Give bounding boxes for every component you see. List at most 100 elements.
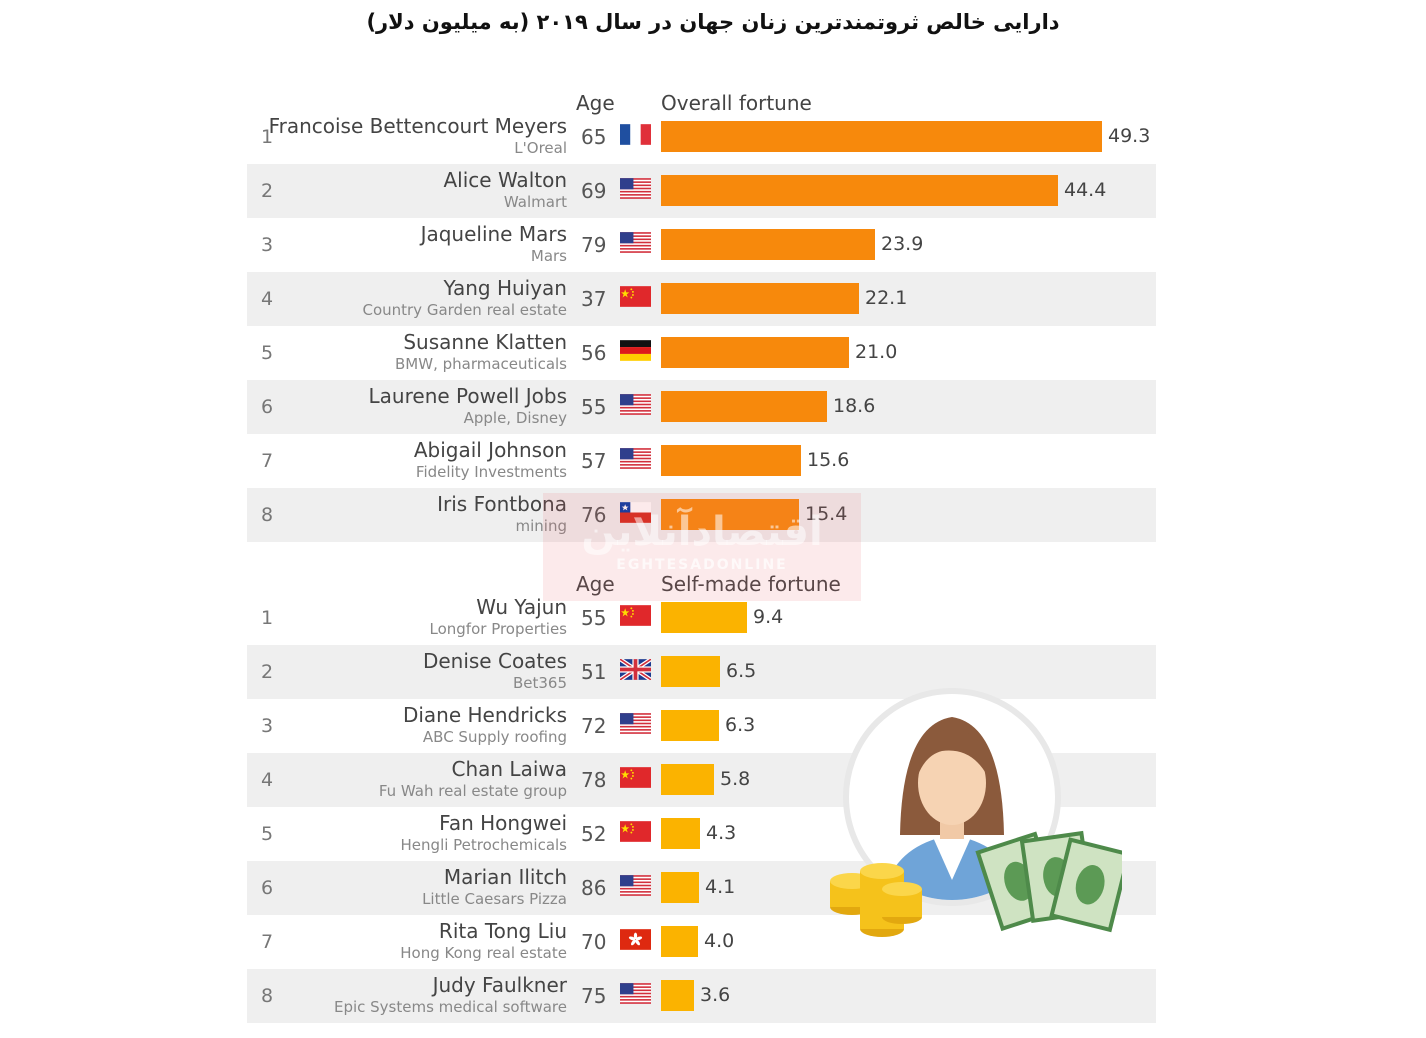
usa-flag-icon — [620, 232, 651, 253]
overall-fortune-header: Overall fortune — [661, 91, 812, 115]
person-name: Abigail Johnson — [413, 438, 567, 462]
usa-flag-icon — [620, 983, 651, 1004]
bar — [661, 499, 799, 530]
rank-label: 5 — [261, 823, 274, 845]
company-name: Fidelity Investments — [415, 463, 567, 481]
company-name: Walmart — [503, 193, 567, 211]
watermark-subtext: EGHTESADONLINE — [616, 557, 788, 573]
company-name: ABC Supply roofing — [422, 728, 567, 746]
rank-label: 2 — [261, 180, 274, 202]
watermark-text: اقتصادآنلاین — [581, 509, 823, 555]
bar — [661, 121, 1102, 152]
data-label: 9.4 — [753, 606, 784, 628]
bar — [661, 926, 698, 957]
person-name: Judy Faulkner — [432, 973, 567, 997]
company-name: Epic Systems medical software — [333, 998, 567, 1016]
company-name: Mars — [530, 247, 567, 265]
person-name: Susanne Klatten — [403, 330, 567, 354]
company-name: Little Caesars Pizza — [422, 890, 567, 908]
person-name: Diane Hendricks — [402, 703, 567, 727]
table-row: 7 Abigail Johnson Fidelity Investments 57 15… — [247, 434, 1156, 488]
watermark: اقتصادآنلاین EGHTESADONLINE — [543, 493, 861, 601]
bar — [661, 710, 719, 741]
china-flag-icon — [620, 767, 651, 788]
company-name: Apple, Disney — [463, 409, 567, 427]
rank-label: 8 — [261, 985, 274, 1007]
data-label: 23.9 — [881, 233, 924, 255]
data-label: 18.6 — [833, 395, 876, 417]
company-name: Country Garden real estate — [362, 301, 567, 319]
person-name: Jaqueline Mars — [420, 222, 567, 246]
age-value: 79 — [581, 233, 607, 257]
rank-label: 4 — [261, 288, 274, 310]
age-value: 57 — [581, 449, 607, 473]
person-name: Yang Huiyan — [443, 276, 568, 300]
age-value: 86 — [581, 876, 607, 900]
company-name: mining — [515, 517, 567, 535]
person-name: Iris Fontbona — [437, 492, 567, 516]
bar — [661, 818, 700, 849]
rank-label: 8 — [261, 504, 274, 526]
usa-flag-icon — [620, 875, 651, 896]
rank-label: 6 — [261, 877, 274, 899]
age-value: 55 — [581, 395, 607, 419]
company-name: Hengli Petrochemicals — [400, 836, 567, 854]
self-made-fortune-header: Self-made fortune — [661, 572, 841, 596]
rank-label: 1 — [261, 126, 274, 148]
person-name: Fan Hongwei — [439, 811, 567, 835]
age-value: 37 — [581, 287, 607, 311]
bar — [661, 445, 801, 476]
bar — [661, 337, 849, 368]
usa-flag-icon — [620, 448, 651, 469]
bar — [661, 602, 747, 633]
table-row: 2 Denise Coates Bet365 51 6.5 — [247, 645, 1156, 699]
bar — [661, 656, 720, 687]
bar — [661, 229, 875, 260]
china-flag-icon — [620, 605, 651, 626]
germany-flag-icon — [620, 340, 651, 361]
age-value: 69 — [581, 179, 607, 203]
data-label: 4.1 — [705, 876, 736, 898]
table-row: 8 Iris Fontbona mining 76 15.4 — [247, 488, 1156, 542]
person-name: Chan Laiwa — [451, 757, 568, 781]
rank-label: 7 — [261, 931, 274, 953]
hong-kong-flag-icon — [620, 929, 651, 950]
rank-label: 7 — [261, 450, 274, 472]
data-label: 4.0 — [704, 930, 735, 952]
table-row: 5 Fan Hongwei Hengli Petrochemicals 52 4.3 — [247, 807, 1156, 861]
table-row: 5 Susanne Klatten BMW, pharmaceuticals 56 21… — [247, 326, 1156, 380]
chile-flag-icon — [620, 502, 651, 523]
rank-label: 6 — [261, 396, 274, 418]
age-value: 75 — [581, 984, 607, 1008]
rank-label: 3 — [261, 234, 274, 256]
rank-label: 4 — [261, 769, 274, 791]
person-name: Marian Ilitch — [443, 865, 567, 889]
company-name: L'Oreal — [514, 139, 567, 157]
rank-label: 5 — [261, 342, 274, 364]
data-label: 21.0 — [855, 341, 898, 363]
rank-label: 2 — [261, 661, 274, 683]
bar — [661, 764, 714, 795]
usa-flag-icon — [620, 178, 651, 199]
data-label: 6.5 — [726, 660, 757, 682]
person-name: Wu Yajun — [476, 595, 567, 619]
data-label: 22.1 — [865, 287, 908, 309]
businesswoman-money-icon — [822, 685, 1132, 945]
data-label: 3.6 — [700, 984, 731, 1006]
table-row: 7 Rita Tong Liu Hong Kong real estate 70 4.0 — [247, 915, 1156, 969]
age-value: 76 — [581, 503, 607, 527]
data-label: 15.4 — [805, 503, 848, 525]
company-name: Longfor Properties — [429, 620, 568, 638]
company-name: Bet365 — [512, 674, 567, 692]
person-name: Rita Tong Liu — [438, 919, 567, 943]
china-flag-icon — [620, 821, 651, 842]
person-name: Francoise Bettencourt Meyers — [268, 114, 567, 138]
usa-flag-icon — [620, 394, 651, 415]
person-name: Laurene Powell Jobs — [368, 384, 567, 408]
company-name: BMW, pharmaceuticals — [395, 355, 567, 373]
age-value: 52 — [581, 822, 607, 846]
age-column-header: Age — [576, 91, 615, 115]
table-row: 4 Yang Huiyan Country Garden real estate 37… — [247, 272, 1156, 326]
usa-flag-icon — [620, 713, 651, 734]
rank-label: 3 — [261, 715, 274, 737]
